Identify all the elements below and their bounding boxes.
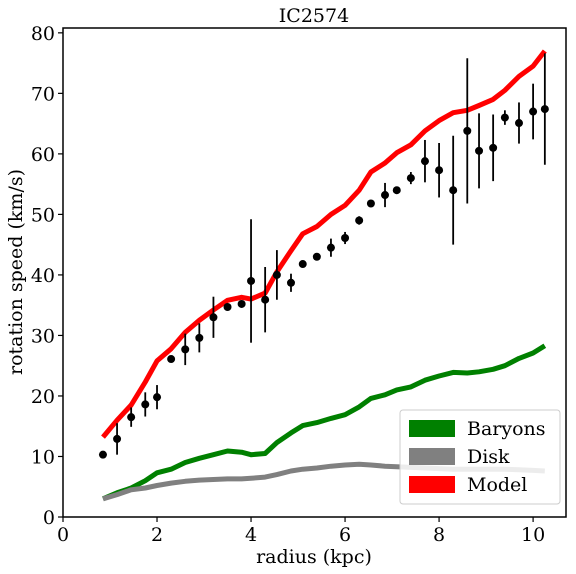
axis-ticks: 0 2 4 6 8 10 0 10 20 30 40 50 60 70 80 <box>31 23 545 546</box>
series-line-baryons <box>102 343 547 502</box>
data-point <box>540 105 549 114</box>
data-point <box>326 243 335 252</box>
y-tick-label: 50 <box>31 204 55 226</box>
data-point <box>223 302 232 311</box>
series-line-model <box>101 49 547 439</box>
y-tick-label: 60 <box>31 144 55 166</box>
data-point <box>298 260 307 269</box>
data-point <box>286 278 295 287</box>
data-point <box>98 450 107 459</box>
data-point <box>209 313 218 322</box>
legend-label: Disk <box>467 446 510 468</box>
y-tick-label: 0 <box>43 507 55 529</box>
data-point <box>167 355 176 364</box>
data-point <box>529 107 538 116</box>
data-point <box>153 393 162 402</box>
data-point <box>127 413 136 422</box>
data-point <box>514 119 523 128</box>
data-point <box>366 199 375 208</box>
y-tick-label: 10 <box>31 446 55 468</box>
x-tick-label: 6 <box>339 524 351 546</box>
legend-swatch <box>409 476 455 493</box>
x-tick-label: 10 <box>521 524 545 546</box>
data-point <box>463 126 472 135</box>
legend-label: Baryons <box>467 418 546 440</box>
y-tick-label: 40 <box>31 265 55 287</box>
data-point <box>247 276 256 285</box>
y-tick-label: 20 <box>31 386 55 408</box>
data-point <box>261 295 270 304</box>
data-point <box>381 191 390 200</box>
legend: Baryons Disk Model <box>399 409 561 505</box>
data-point <box>500 113 509 122</box>
x-tick-label: 2 <box>151 524 163 546</box>
x-axis-label: radius (kpc) <box>256 546 372 568</box>
data-point <box>341 234 350 243</box>
y-tick-label: 70 <box>31 83 55 105</box>
data-point <box>272 270 281 279</box>
data-point <box>113 434 122 443</box>
data-point <box>475 146 484 155</box>
data-point <box>237 299 246 308</box>
x-tick-label: 0 <box>57 524 69 546</box>
data-point <box>420 157 429 166</box>
y-axis-label: rotation speed (km/s) <box>5 169 27 375</box>
data-point <box>181 345 190 354</box>
axes-frame <box>62 27 567 518</box>
chart-title: IC2574 <box>279 5 349 27</box>
data-point <box>195 333 204 342</box>
data-point <box>489 143 498 152</box>
x-tick-label: 4 <box>245 524 257 546</box>
x-tick-label: 8 <box>433 524 445 546</box>
data-point <box>449 186 458 195</box>
data-point <box>141 400 150 409</box>
data-point <box>435 166 444 175</box>
data-point <box>406 174 415 183</box>
legend-label: Model <box>467 474 527 496</box>
legend-swatch <box>409 448 455 465</box>
plot-area <box>98 49 549 502</box>
y-tick-label: 80 <box>31 23 55 45</box>
legend-swatch <box>409 420 455 437</box>
data-point <box>355 216 364 225</box>
data-point <box>392 186 401 195</box>
data-point <box>312 252 321 261</box>
y-tick-label: 30 <box>31 325 55 347</box>
